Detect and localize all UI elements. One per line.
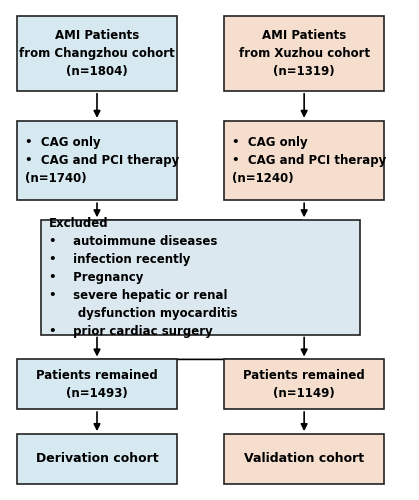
FancyBboxPatch shape: [17, 360, 177, 409]
FancyBboxPatch shape: [225, 434, 384, 484]
FancyBboxPatch shape: [225, 120, 384, 200]
FancyBboxPatch shape: [17, 120, 177, 200]
Text: Excluded
•    autoimmune diseases
•    infection recently
•    Pregnancy
•    se: Excluded • autoimmune diseases • infecti…: [49, 217, 238, 338]
FancyBboxPatch shape: [17, 16, 177, 91]
FancyBboxPatch shape: [41, 220, 360, 334]
Text: •  CAG only
•  CAG and PCI therapy
(n=1740): • CAG only • CAG and PCI therapy (n=1740…: [25, 136, 179, 185]
Text: AMI Patients
from Changzhou cohort
(n=1804): AMI Patients from Changzhou cohort (n=18…: [19, 29, 175, 78]
Text: Patients remained
(n=1149): Patients remained (n=1149): [243, 369, 365, 400]
Text: Patients remained
(n=1493): Patients remained (n=1493): [36, 369, 158, 400]
FancyBboxPatch shape: [17, 434, 177, 484]
Text: Derivation cohort: Derivation cohort: [36, 452, 158, 466]
FancyBboxPatch shape: [225, 16, 384, 91]
Text: AMI Patients
from Xuzhou cohort
(n=1319): AMI Patients from Xuzhou cohort (n=1319): [238, 29, 370, 78]
Text: •  CAG only
•  CAG and PCI therapy
(n=1240): • CAG only • CAG and PCI therapy (n=1240…: [233, 136, 387, 185]
Text: Validation cohort: Validation cohort: [244, 452, 364, 466]
FancyBboxPatch shape: [225, 360, 384, 409]
